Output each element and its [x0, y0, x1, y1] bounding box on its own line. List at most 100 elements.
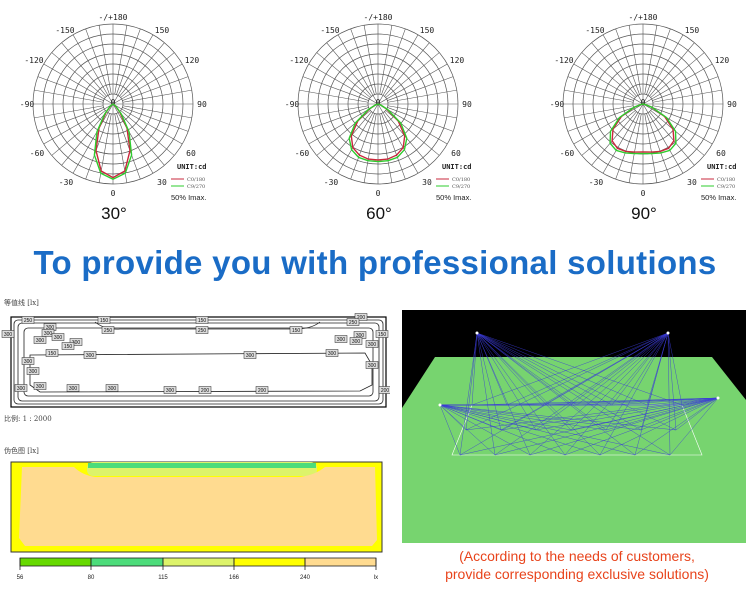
- light-ray: [476, 332, 543, 406]
- polar-chart-30: -/+180 -150 150 -120 120 -90 90 -60 60 -30 30 0 0 UNI…: [0, 0, 250, 230]
- contour-label: 300: [349, 337, 363, 345]
- contour-label: 200: [255, 386, 269, 394]
- contour-label-value: 300: [24, 359, 33, 365]
- angle-label: 0: [641, 189, 646, 198]
- light-ray: [494, 397, 719, 456]
- light-ray: [541, 332, 669, 406]
- grid-spoke: [564, 89, 634, 103]
- grid-spoke: [302, 76, 369, 101]
- grid-spoke: [85, 113, 110, 180]
- contour-label-value: 300: [46, 325, 55, 331]
- contour-label: 150: [97, 316, 111, 324]
- grid-spoke: [116, 113, 141, 180]
- grid-spoke: [114, 25, 128, 95]
- contour-label: 300: [51, 333, 65, 341]
- polar-chart-90: -/+180 -150 150 -120 120 -90 90 -60 60 -30 30 0 0 UNI…: [530, 0, 750, 230]
- angle-label: -150: [585, 26, 604, 35]
- contour-label: 300: [334, 335, 348, 343]
- unit-label: UNIT:cd: [177, 163, 207, 171]
- grid-spoke: [646, 28, 671, 95]
- grid-spoke: [122, 105, 192, 119]
- grid-spoke: [61, 111, 107, 166]
- grid-spoke: [98, 25, 112, 95]
- light-source: [666, 331, 670, 335]
- contour-label: 300: [21, 357, 35, 365]
- grid-spoke: [642, 34, 684, 105]
- angle-label: -150: [55, 26, 74, 35]
- light-ray: [599, 332, 669, 456]
- light-ray: [439, 404, 607, 431]
- contour-label-value: 300: [36, 338, 45, 344]
- light-ray: [476, 332, 613, 406]
- light-ray: [476, 332, 683, 406]
- grid-spoke: [119, 111, 165, 166]
- legend-tick-label: 166: [229, 575, 240, 581]
- light-ray: [439, 404, 531, 456]
- contour-label-value: 300: [36, 384, 45, 390]
- grid-spoke: [363, 25, 377, 95]
- light-ray: [634, 332, 669, 456]
- contour-label: 150: [61, 342, 75, 350]
- contour-label-box: [21, 357, 35, 365]
- false-color-map: 56 80 115 166 240 lx: [10, 461, 383, 581]
- contour-label: 250: [21, 316, 35, 324]
- unit-label: UNIT:cd: [707, 163, 737, 171]
- grid-spoke: [51, 52, 106, 98]
- contour-label-value: 300: [368, 363, 377, 369]
- light-ray: [439, 404, 642, 431]
- grid-spoke: [51, 110, 106, 156]
- legend-tick-label: 115: [158, 575, 168, 581]
- angle-label: -/+180: [629, 13, 658, 22]
- unit-label: UNIT:cd: [442, 163, 472, 171]
- angle-label: -/+180: [364, 13, 393, 22]
- grid-spoke: [326, 42, 372, 97]
- grid-spoke: [642, 103, 713, 145]
- angle-label: -30: [589, 178, 604, 187]
- angle-label: -60: [295, 149, 310, 158]
- contour-label-box: [66, 384, 80, 392]
- light-ray: [494, 332, 669, 456]
- contour-label-value: 250: [24, 318, 33, 324]
- angle-label: 30: [687, 178, 697, 187]
- grid-spoke: [591, 111, 637, 166]
- grid-spoke: [350, 113, 375, 180]
- contour-label: 250: [101, 326, 115, 334]
- light-ray: [471, 332, 478, 406]
- grid-spoke: [43, 103, 114, 145]
- contour-label: 300: [41, 329, 55, 337]
- contour-label-value: 250: [349, 320, 358, 326]
- contour-label-box: [163, 386, 177, 394]
- light-ray: [605, 332, 669, 431]
- legend-band: [19, 557, 92, 567]
- contour-label-value: 300: [86, 353, 95, 359]
- light-ray: [500, 397, 719, 431]
- contour-label-value: 200: [357, 315, 366, 321]
- legend-band: [162, 557, 235, 567]
- headline: To provide you with professional solutio…: [33, 244, 717, 281]
- grid-spoke: [122, 107, 189, 132]
- contour-label-value: 250: [198, 328, 207, 334]
- angle-label: -90: [20, 100, 35, 109]
- light-ray: [476, 332, 496, 456]
- falsecolor-title: 伪色图 [lx]: [4, 447, 39, 455]
- contour-label-box: [33, 382, 47, 390]
- beam-label-30: 30°: [101, 204, 127, 223]
- angle-label: -120: [554, 56, 573, 65]
- contour-label-box: [334, 335, 348, 343]
- contour-label: 300: [365, 340, 379, 348]
- contour-scale: 比例: 1 : 2000: [4, 415, 52, 423]
- contour-label: 150: [45, 349, 59, 357]
- light-ray: [634, 397, 719, 456]
- light-ray: [535, 332, 669, 431]
- grid-spoke: [119, 42, 165, 97]
- contour-label-box: [26, 367, 40, 375]
- angle-label: -30: [324, 178, 339, 187]
- legend-band: [233, 557, 306, 567]
- angle-label: -60: [560, 149, 575, 158]
- legend-label: C9/270: [717, 184, 735, 190]
- grid-spoke: [650, 110, 705, 156]
- grid-spoke: [573, 63, 644, 105]
- contour-label-box: [289, 326, 303, 334]
- contour-label-box: [195, 316, 209, 324]
